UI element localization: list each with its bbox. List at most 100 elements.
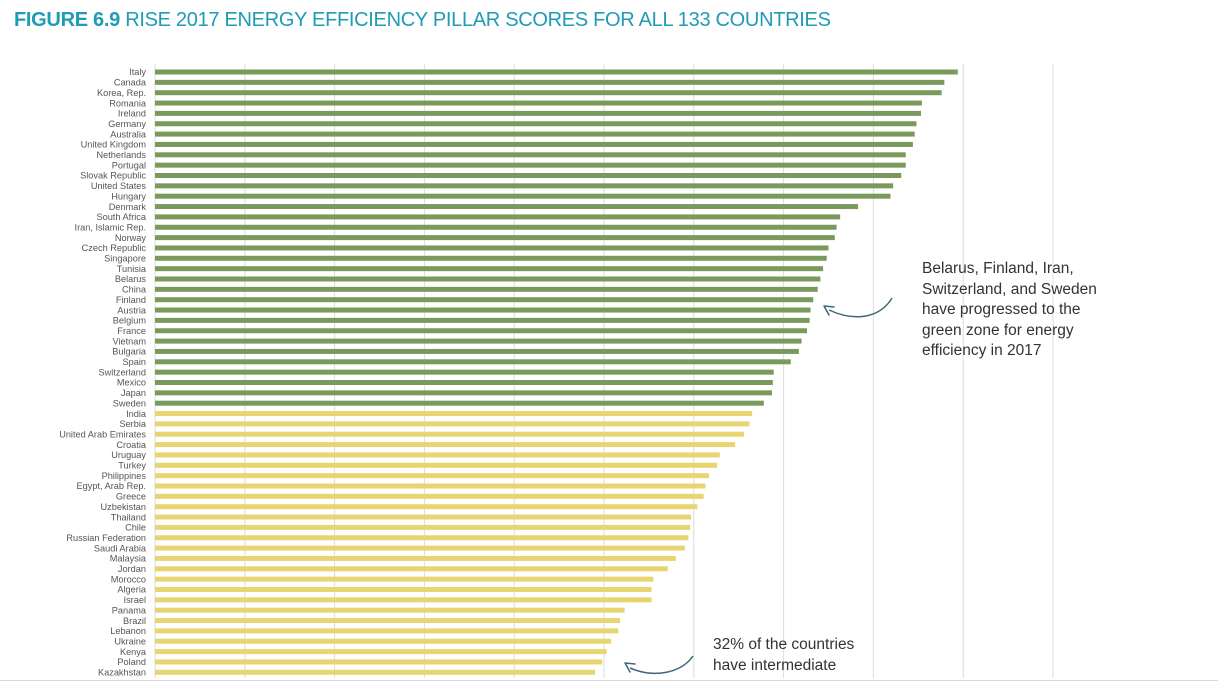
bar	[155, 576, 654, 582]
category-label: Slovak Republic	[80, 171, 146, 181]
bar	[155, 173, 902, 178]
category-label: Egypt, Arab Rep.	[77, 481, 146, 491]
category-label: Italy	[129, 67, 146, 77]
category-label: Romania	[109, 98, 147, 108]
bar	[155, 131, 915, 137]
bar	[155, 90, 942, 96]
bar	[155, 649, 607, 655]
category-label: Serbia	[119, 419, 146, 429]
bar	[155, 473, 710, 479]
bar	[155, 297, 814, 303]
category-label: Mexico	[117, 378, 146, 388]
category-label: Panama	[112, 605, 147, 615]
category-label: France	[117, 326, 146, 336]
bar	[155, 555, 676, 561]
category-label: Malaysia	[110, 554, 147, 564]
bar	[155, 121, 917, 127]
green-zone-arrow	[828, 297, 893, 318]
bar	[155, 504, 698, 510]
category-label: Philippines	[102, 471, 147, 481]
category-label: United Kingdom	[81, 140, 147, 150]
bar	[155, 110, 921, 116]
category-label: Morocco	[111, 574, 146, 584]
category-label: Finland	[116, 295, 146, 305]
green-zone-arrowhead	[823, 305, 835, 316]
bar	[155, 338, 802, 344]
category-label: Ukraine	[114, 636, 146, 646]
bar	[155, 545, 685, 551]
bar	[155, 421, 750, 427]
bars	[155, 69, 958, 675]
bar	[155, 390, 772, 396]
bar	[155, 452, 720, 458]
category-label: Russian Federation	[66, 533, 146, 543]
bar	[155, 669, 596, 675]
bar	[155, 245, 829, 251]
category-label: Norway	[115, 233, 147, 243]
category-label: Turkey	[118, 461, 146, 471]
bar	[155, 483, 706, 489]
category-label: Czech Republic	[82, 243, 147, 253]
category-label: Poland	[117, 657, 146, 667]
bar	[155, 431, 745, 437]
bar	[155, 628, 619, 634]
bar	[155, 462, 718, 468]
category-label: Singapore	[104, 254, 146, 264]
category-label: Japan	[121, 388, 146, 398]
bar	[155, 348, 799, 354]
bar	[155, 535, 689, 541]
category-label: Korea, Rep.	[97, 88, 146, 98]
bar	[155, 359, 791, 365]
category-label: Portugal	[112, 160, 146, 170]
bar	[155, 380, 773, 385]
category-label: Greece	[116, 492, 146, 502]
bar	[155, 514, 692, 520]
category-label: Germany	[108, 119, 146, 129]
bar	[155, 607, 625, 613]
bar	[155, 183, 894, 189]
category-label: South Africa	[96, 212, 146, 222]
category-label: India	[126, 409, 147, 419]
bar	[155, 524, 691, 530]
category-label: Australia	[110, 129, 147, 139]
category-label: Lebanon	[110, 626, 146, 636]
category-label: Croatia	[116, 440, 147, 450]
yellow-zone-annotation-line1: 32% of the countries	[713, 636, 855, 653]
category-label: Denmark	[109, 202, 147, 212]
bar	[155, 618, 621, 624]
bar	[155, 442, 736, 448]
category-label: Vietnam	[112, 336, 146, 346]
bar	[155, 204, 859, 210]
bar	[155, 307, 811, 313]
bar	[155, 79, 945, 85]
category-label: Belgium	[113, 316, 147, 326]
category-label: Jordan	[118, 564, 146, 574]
category-label: Belarus	[115, 274, 147, 284]
bar	[155, 317, 810, 323]
bar	[155, 659, 603, 665]
category-label: Uruguay	[111, 450, 146, 460]
figure-number: FIGURE 6.9	[14, 9, 120, 31]
yellow-zone-arrow	[629, 655, 694, 675]
bar	[155, 493, 704, 499]
category-label: Ireland	[118, 109, 146, 119]
bar	[155, 255, 827, 261]
bar	[155, 100, 922, 106]
category-label: China	[122, 285, 147, 295]
category-label: Bulgaria	[112, 347, 147, 357]
bar	[155, 224, 837, 230]
bar	[155, 328, 807, 334]
category-label: Brazil	[123, 616, 146, 626]
category-label: Netherlands	[96, 150, 146, 160]
bar	[155, 69, 958, 75]
category-label: Kazakhstan	[98, 668, 146, 678]
yellow-zone-arrowhead	[624, 662, 636, 673]
bar	[155, 597, 652, 603]
bar	[155, 286, 818, 292]
category-label: United Arab Emirates	[59, 429, 146, 439]
bar	[155, 638, 612, 644]
category-label: Israel	[124, 595, 146, 605]
category-label: Uzbekistan	[101, 502, 146, 512]
bar	[155, 162, 906, 168]
